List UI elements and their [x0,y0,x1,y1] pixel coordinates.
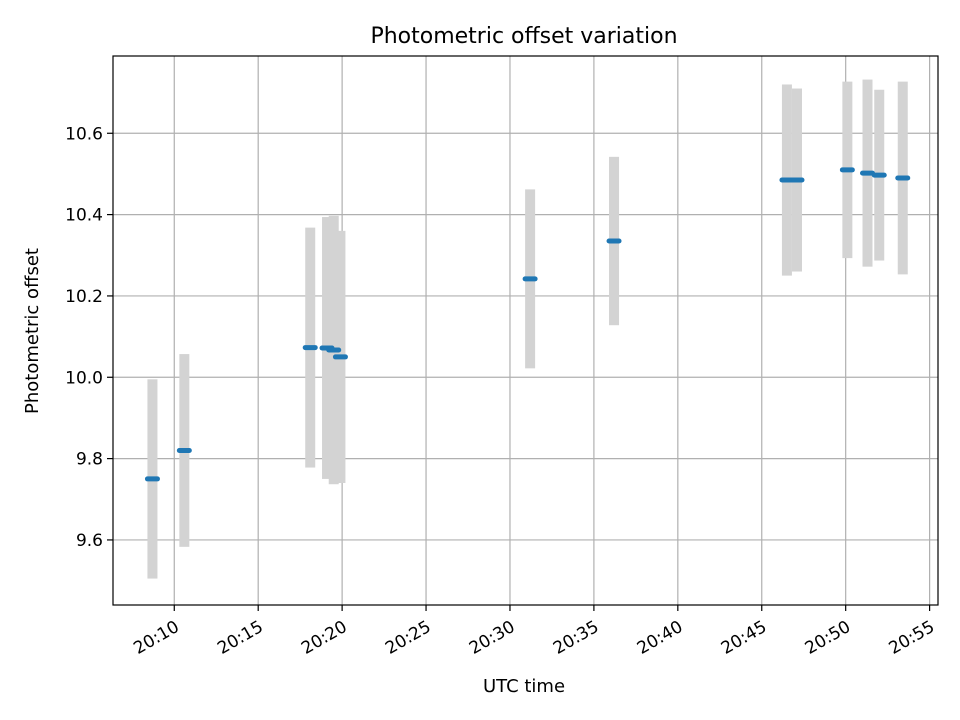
y-tick-label: 10.4 [65,206,103,226]
chart-title: Photometric offset variation [370,24,677,49]
x-tick-label: 20:45 [718,617,770,659]
y-axis-ticks: 9.6 9.8 10.0 10.2 10.4 10.6 [65,124,113,551]
plot-frame [112,55,939,606]
x-tick-label: 20:15 [214,617,266,659]
x-tick-label: 20:55 [886,617,938,659]
y-axis-label: Photometric offset [22,248,43,414]
x-tick-label: 20:50 [802,617,854,659]
error-bars [147,79,908,579]
x-tick-label: 20:20 [298,617,350,659]
y-tick-label: 10.2 [65,287,103,307]
x-tick-label: 20:40 [634,617,686,659]
y-tick-label: 9.6 [76,531,103,551]
y-tick-label: 9.8 [76,450,103,470]
x-tick-label: 20:10 [130,617,182,659]
y-tick-label: 10.0 [65,368,103,388]
x-axis-ticks: 20:10 20:15 20:20 20:25 20:30 20:35 20:40 20:45… [130,605,938,659]
x-tick-label: 20:30 [466,617,518,659]
x-tick-label: 20:35 [550,617,602,659]
x-axis-label: UTC time [483,676,565,697]
y-tick-label: 10.6 [65,124,103,144]
data-points [144,167,911,482]
x-tick-label: 20:25 [382,617,434,659]
